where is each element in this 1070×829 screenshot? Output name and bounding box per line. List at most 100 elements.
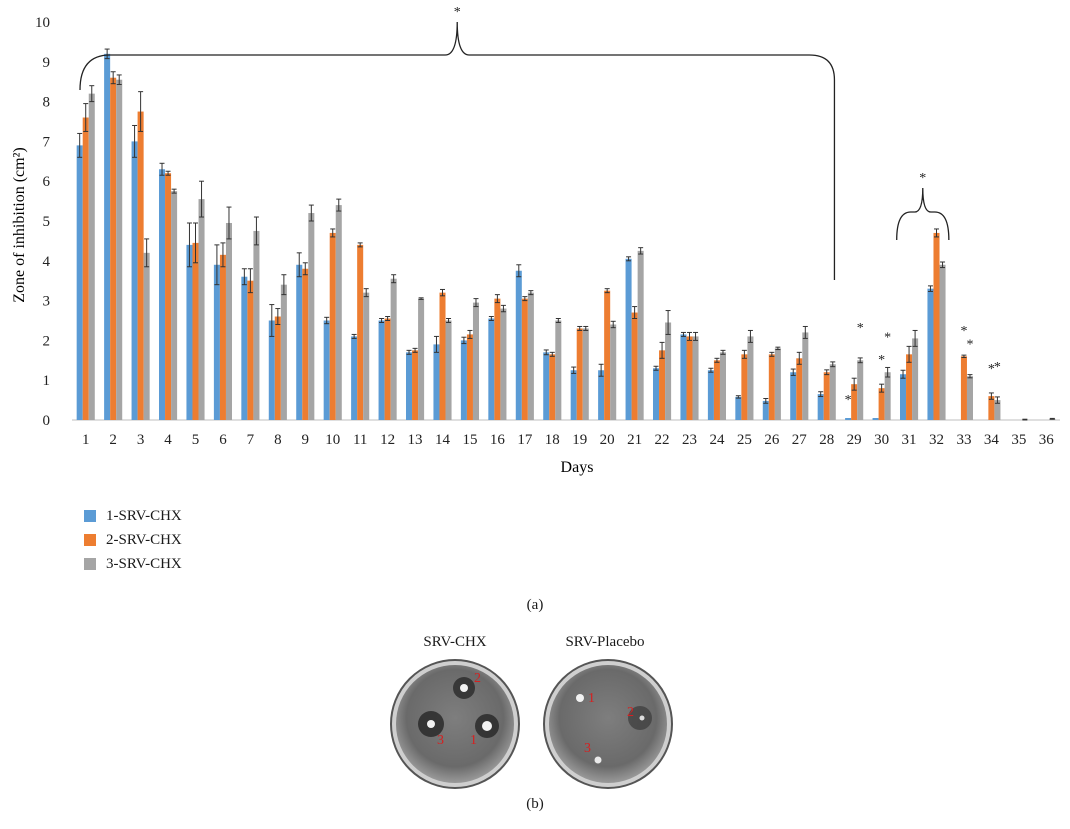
x-tick-label: 21 bbox=[627, 432, 642, 448]
legend-swatch bbox=[84, 510, 96, 522]
x-tick-label: 16 bbox=[490, 432, 506, 448]
bar bbox=[598, 370, 605, 420]
y-tick-label: 5 bbox=[43, 214, 51, 230]
y-tick-label: 10 bbox=[35, 15, 50, 31]
x-tick-label: 29 bbox=[847, 432, 862, 448]
significance-star: * bbox=[919, 171, 926, 186]
bar bbox=[829, 364, 836, 420]
legend-swatch bbox=[84, 558, 96, 570]
significance-bracket-days-31-32 bbox=[896, 187, 950, 241]
x-tick-label: 14 bbox=[435, 432, 451, 448]
bar bbox=[686, 336, 693, 420]
bar bbox=[817, 394, 824, 420]
bar bbox=[274, 316, 281, 420]
bar bbox=[76, 145, 83, 420]
bar bbox=[823, 372, 830, 420]
bar bbox=[665, 322, 672, 420]
bar bbox=[966, 376, 974, 420]
legend-item-series-1: 1-SRV-CHX bbox=[84, 504, 182, 528]
bar bbox=[610, 324, 617, 420]
x-tick-label: 7 bbox=[247, 432, 255, 448]
bar bbox=[143, 252, 150, 420]
x-tick-label: 20 bbox=[600, 432, 615, 448]
bar bbox=[137, 111, 144, 421]
x-tick-label: 36 bbox=[1039, 432, 1055, 448]
bar bbox=[719, 352, 727, 420]
bar bbox=[460, 340, 467, 420]
bar bbox=[851, 384, 858, 420]
x-tick-label: 13 bbox=[408, 432, 423, 448]
bar bbox=[790, 372, 797, 420]
bar bbox=[960, 356, 967, 420]
disc-number: 2 bbox=[474, 671, 481, 686]
x-tick-label: 22 bbox=[655, 432, 670, 448]
bar bbox=[527, 292, 534, 420]
bar bbox=[488, 318, 495, 420]
bar bbox=[412, 350, 419, 420]
legend-label: 1-SRV-CHX bbox=[106, 507, 182, 524]
bar bbox=[466, 334, 473, 420]
bar bbox=[912, 338, 919, 420]
y-axis-label: Zone of inhibition (cm²) bbox=[11, 147, 28, 302]
legend-label: 3-SRV-CHX bbox=[106, 555, 182, 572]
bar bbox=[747, 336, 754, 420]
significance-star: * bbox=[988, 362, 995, 377]
y-tick-label: 9 bbox=[43, 55, 51, 71]
y-tick-label: 7 bbox=[43, 134, 51, 150]
y-tick-label: 0 bbox=[43, 413, 51, 429]
petri-dish-srv-chx: 2 3 1 bbox=[390, 659, 520, 789]
bar bbox=[198, 199, 205, 420]
disc-number: 2 bbox=[627, 705, 634, 720]
petri-dish-panel: SRV-CHX SRV-Placebo 2 3 1 bbox=[390, 630, 690, 790]
significance-bracket-days-1-28 bbox=[79, 21, 836, 280]
bar bbox=[171, 191, 178, 420]
disc-number: 1 bbox=[588, 691, 595, 706]
bar bbox=[994, 400, 1001, 420]
bar bbox=[104, 53, 111, 421]
bar bbox=[631, 312, 638, 420]
legend-swatch bbox=[84, 534, 96, 546]
caption-panel-b: (b) bbox=[526, 796, 544, 812]
bar bbox=[82, 117, 89, 421]
bar bbox=[521, 298, 528, 420]
bar bbox=[735, 396, 742, 420]
bar bbox=[219, 254, 226, 420]
x-tick-label: 12 bbox=[380, 432, 395, 448]
bar bbox=[378, 320, 385, 420]
bar bbox=[351, 336, 358, 420]
bar bbox=[110, 77, 117, 420]
bar bbox=[439, 292, 446, 420]
x-tick-label: 32 bbox=[929, 432, 944, 448]
bar bbox=[500, 308, 507, 420]
x-tick-label: 35 bbox=[1011, 432, 1026, 448]
annotations: ****** *** * bbox=[79, 5, 1001, 408]
bar bbox=[939, 264, 946, 420]
bar bbox=[768, 354, 775, 420]
bar bbox=[390, 278, 397, 420]
disc-number: 3 bbox=[437, 733, 444, 748]
bar bbox=[515, 270, 522, 420]
bar bbox=[213, 264, 220, 420]
x-axis-label: Days bbox=[561, 459, 594, 476]
x-tick-label: 30 bbox=[874, 432, 889, 448]
y-tick-label: 4 bbox=[43, 254, 51, 270]
legend-item-series-3: 3-SRV-CHX bbox=[84, 552, 182, 576]
bar bbox=[857, 360, 864, 420]
bar bbox=[323, 320, 330, 420]
x-tick-label: 17 bbox=[517, 432, 533, 448]
x-tick-label: 26 bbox=[764, 432, 780, 448]
significance-star: * bbox=[845, 393, 852, 408]
x-tick-label: 5 bbox=[192, 432, 200, 448]
bar bbox=[637, 250, 644, 420]
disc-number: 3 bbox=[584, 741, 591, 756]
dish-label-srv-placebo: SRV-Placebo bbox=[565, 634, 645, 650]
bar bbox=[253, 230, 260, 420]
petri-dish-srv-placebo: 1 2 3 bbox=[543, 659, 673, 789]
bar bbox=[335, 205, 342, 420]
bar bbox=[570, 370, 577, 420]
bar bbox=[899, 374, 907, 420]
bar bbox=[433, 344, 440, 420]
bar bbox=[762, 400, 769, 420]
bar bbox=[247, 280, 254, 420]
